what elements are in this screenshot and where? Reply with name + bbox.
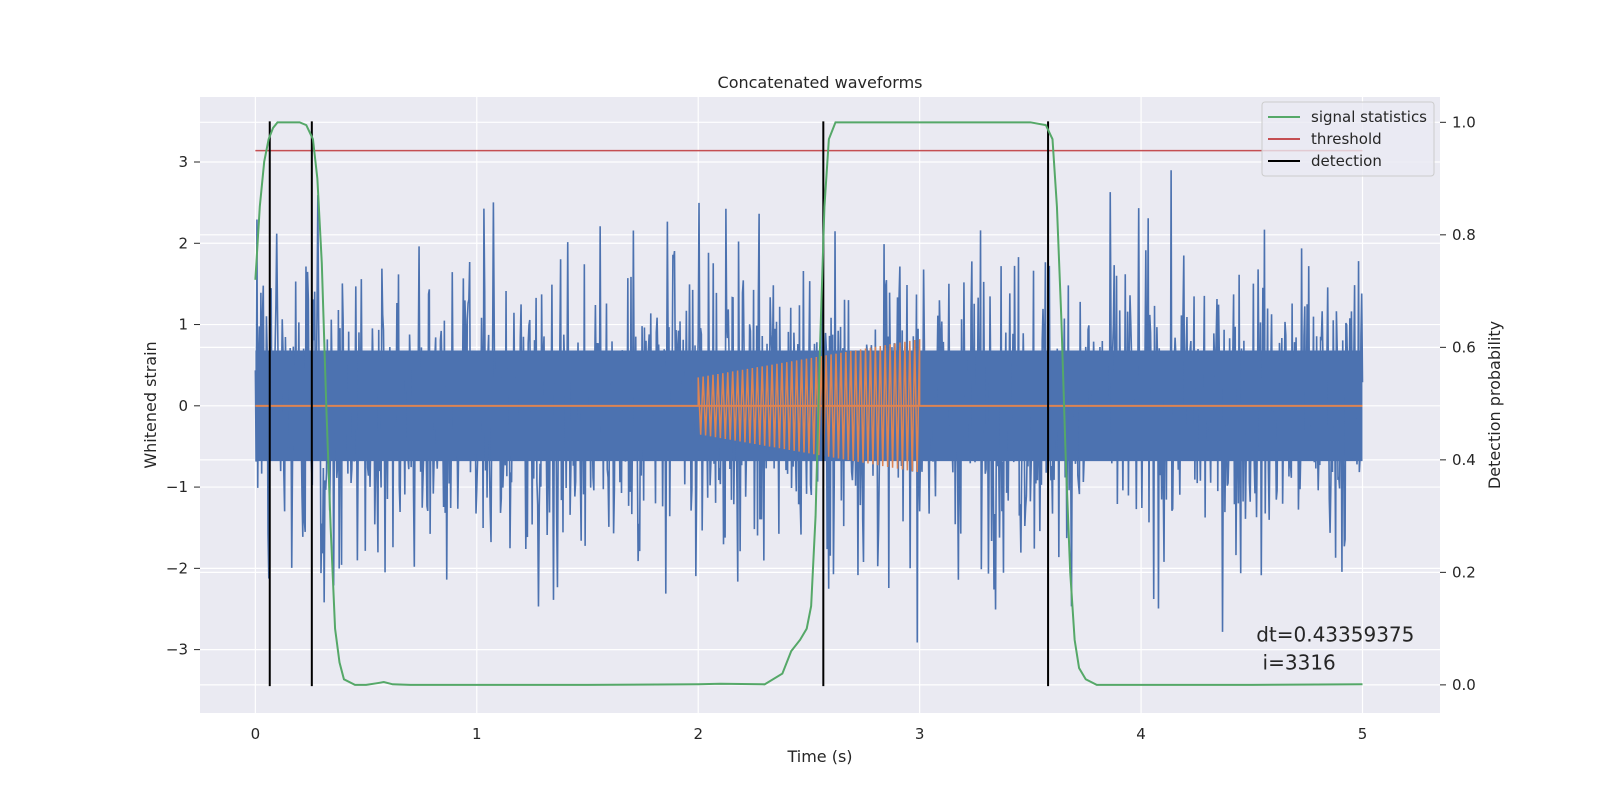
annotation-dt: dt=0.43359375 — [1256, 622, 1414, 646]
y-left-ticks: −3 −2 −1 0 1 2 3 — [166, 153, 200, 659]
y-right-tick-label: 0.4 — [1452, 451, 1476, 469]
legend-label-detection: detection — [1311, 152, 1382, 170]
x-tick-label: 1 — [472, 725, 482, 743]
y-left-tick-label: 2 — [178, 234, 188, 252]
y-left-tick-label: 0 — [178, 397, 188, 415]
y-right-tick-label: 0.0 — [1452, 676, 1476, 694]
y-right-tick-label: 0.6 — [1452, 338, 1476, 356]
y-left-tick-label: −3 — [166, 641, 188, 659]
y-left-tick-label: 3 — [178, 153, 188, 171]
y-right-tick-label: 0.2 — [1452, 563, 1476, 581]
x-tick-label: 0 — [251, 725, 261, 743]
chart-title: Concatenated waveforms — [718, 73, 923, 92]
noise-trace — [254, 170, 1364, 643]
legend-label-threshold: threshold — [1311, 130, 1382, 148]
x-ticks: 0 1 2 3 4 5 — [251, 725, 1368, 743]
injected-signal — [697, 339, 921, 473]
y-axis-label-right: Detection probability — [1485, 321, 1504, 489]
y-axis-label-left: Whitened strain — [141, 341, 160, 468]
y-left-tick-label: −1 — [166, 478, 188, 496]
y-left-tick-label: −2 — [166, 559, 188, 577]
annotation-i: i=3316 — [1256, 650, 1336, 674]
legend-label-signal-statistics: signal statistics — [1311, 108, 1427, 126]
y-right-tick-label: 1.0 — [1452, 113, 1476, 131]
y-right-tick-label: 0.8 — [1452, 226, 1476, 244]
legend: signal statistics threshold detection — [1261, 101, 1435, 177]
x-tick-label: 4 — [1136, 725, 1146, 743]
signal-statistics-line — [254, 121, 1363, 686]
legend-box — [1261, 101, 1435, 177]
detection-lines — [268, 121, 1050, 687]
x-tick-label: 5 — [1358, 725, 1368, 743]
y-left-tick-label: 1 — [178, 316, 188, 334]
x-tick-label: 3 — [915, 725, 925, 743]
y-right-ticks: 0.0 0.2 0.4 0.6 0.8 1.0 — [1440, 113, 1476, 694]
x-axis-label: Time (s) — [786, 747, 852, 766]
x-tick-label: 2 — [693, 725, 703, 743]
